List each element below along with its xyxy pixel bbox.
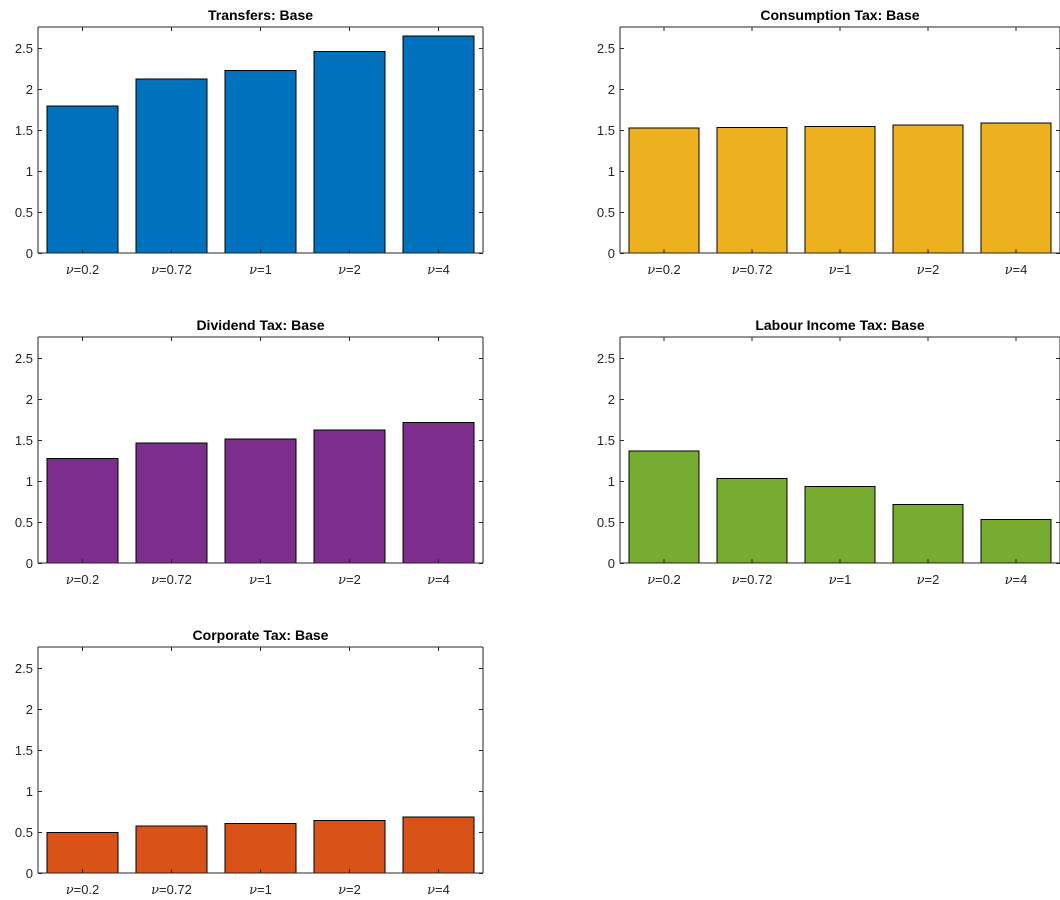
y-tick-label: 2.5 — [15, 661, 33, 676]
x-tick-label: ν=4 — [1005, 572, 1028, 588]
x-tick-label: ν=1 — [249, 262, 272, 278]
bar-0.72 — [716, 126, 788, 254]
bar-0.72 — [135, 78, 208, 254]
x-tick-label: ν=0.72 — [151, 262, 192, 278]
x-tick-label: ν=0.72 — [151, 572, 192, 588]
chart-panel-2: 0 0.5 1 1.5 2 2.5 ν=0.2 ν=0.72 ν=1 ν=2 ν=4 Consumpt… — [597, 7, 1060, 278]
y-tick-label: 2.5 — [15, 351, 33, 366]
y-tick-label: 1 — [608, 474, 615, 489]
bar-4 — [980, 122, 1052, 254]
y-tick-label: 0.5 — [597, 205, 615, 220]
bar-0.2 — [46, 458, 119, 564]
bar-4 — [402, 816, 475, 874]
bar-2 — [892, 504, 964, 564]
y-tick-label: 0.5 — [15, 205, 33, 220]
chart-panel-3: 0 0.5 1 1.5 2 2.5 ν=0.2 ν=0.72 ν=1 ν=2 ν=4 Dividend… — [15, 317, 484, 588]
chart-title: Transfers: Base — [208, 7, 313, 23]
bar-1 — [804, 125, 876, 254]
bar-0.72 — [135, 825, 208, 874]
bar-1 — [224, 438, 297, 564]
y-tick-label: 2.5 — [15, 41, 33, 56]
chart-title: Consumption Tax: Base — [760, 7, 919, 23]
bar-1 — [804, 486, 876, 564]
bar-4 — [402, 35, 475, 254]
x-tick-label: ν=2 — [338, 262, 361, 278]
x-tick-label: ν=0.72 — [732, 262, 773, 278]
x-tick-label: ν=2 — [338, 882, 361, 898]
y-tick-label: 2 — [26, 702, 33, 717]
x-tick-label: ν=0.2 — [66, 572, 100, 588]
y-tick-label: 0 — [26, 246, 33, 261]
x-tick-label: ν=0.2 — [647, 262, 681, 278]
bar-0.2 — [46, 832, 119, 874]
x-tick-label: ν=0.2 — [647, 572, 681, 588]
bar-2 — [313, 429, 386, 564]
x-tick-label: ν=0.72 — [151, 882, 192, 898]
chart-title: Dividend Tax: Base — [196, 317, 324, 333]
bar-1 — [224, 823, 297, 874]
x-tick-label: ν=4 — [427, 262, 450, 278]
bar-0.2 — [628, 127, 700, 254]
bar-0.72 — [135, 442, 208, 564]
y-tick-label: 0.5 — [597, 515, 615, 530]
chart-panel-1: 0 0.5 1 1.5 2 2.5 ν=0.2 ν=0.72 ν=1 ν=2 ν=4 Transfer… — [15, 7, 484, 278]
bar-2 — [313, 819, 386, 874]
x-tick-label: ν=2 — [338, 572, 361, 588]
y-tick-label: 0.5 — [15, 825, 33, 840]
y-tick-label: 0 — [26, 866, 33, 881]
x-tick-label: ν=2 — [917, 572, 940, 588]
x-tick-label: ν=2 — [917, 262, 940, 278]
x-tick-label: ν=4 — [427, 572, 450, 588]
x-tick-label: ν=1 — [249, 572, 272, 588]
y-tick-label: 0 — [26, 556, 33, 571]
y-tick-label: 2 — [608, 392, 615, 407]
bar-4 — [980, 518, 1052, 564]
y-tick-label: 2 — [608, 82, 615, 97]
y-tick-label: 2.5 — [597, 41, 615, 56]
chart-panel-4: 0 0.5 1 1.5 2 2.5 ν=0.2 ν=0.72 ν=1 ν=2 ν=4 Labour I… — [597, 317, 1060, 588]
y-tick-label: 0.5 — [15, 515, 33, 530]
bar-0.72 — [716, 477, 788, 564]
y-tick-label: 1.5 — [597, 123, 615, 138]
x-tick-label: ν=0.2 — [66, 882, 100, 898]
bar-0.2 — [628, 450, 700, 564]
y-tick-label: 0 — [608, 246, 615, 261]
y-tick-label: 1 — [26, 164, 33, 179]
y-tick-label: 2 — [26, 82, 33, 97]
y-tick-label: 0 — [608, 556, 615, 571]
x-tick-label: ν=1 — [249, 882, 272, 898]
y-tick-label: 1 — [26, 474, 33, 489]
y-tick-label: 1 — [608, 164, 615, 179]
y-tick-label: 1 — [26, 784, 33, 799]
y-tick-label: 1.5 — [597, 433, 615, 448]
chart-title: Corporate Tax: Base — [193, 627, 329, 643]
x-tick-label: ν=4 — [427, 882, 450, 898]
bar-2 — [892, 124, 964, 254]
x-tick-label: ν=4 — [1005, 262, 1028, 278]
bar-0.2 — [46, 105, 119, 254]
y-tick-label: 1.5 — [15, 433, 33, 448]
x-tick-label: ν=1 — [829, 262, 852, 278]
chart-title: Labour Income Tax: Base — [755, 317, 925, 333]
y-tick-label: 2 — [26, 392, 33, 407]
x-tick-label: ν=0.2 — [66, 262, 100, 278]
y-tick-label: 2.5 — [597, 351, 615, 366]
y-tick-label: 1.5 — [15, 743, 33, 758]
bar-4 — [402, 422, 475, 564]
x-tick-label: ν=1 — [829, 572, 852, 588]
bar-1 — [224, 70, 297, 254]
y-tick-label: 1.5 — [15, 123, 33, 138]
chart-panel-5: 0 0.5 1 1.5 2 2.5 ν=0.2 ν=0.72 ν=1 ν=2 ν=4 Corporat… — [15, 627, 484, 898]
bar-2 — [313, 51, 386, 254]
x-tick-label: ν=0.72 — [732, 572, 773, 588]
